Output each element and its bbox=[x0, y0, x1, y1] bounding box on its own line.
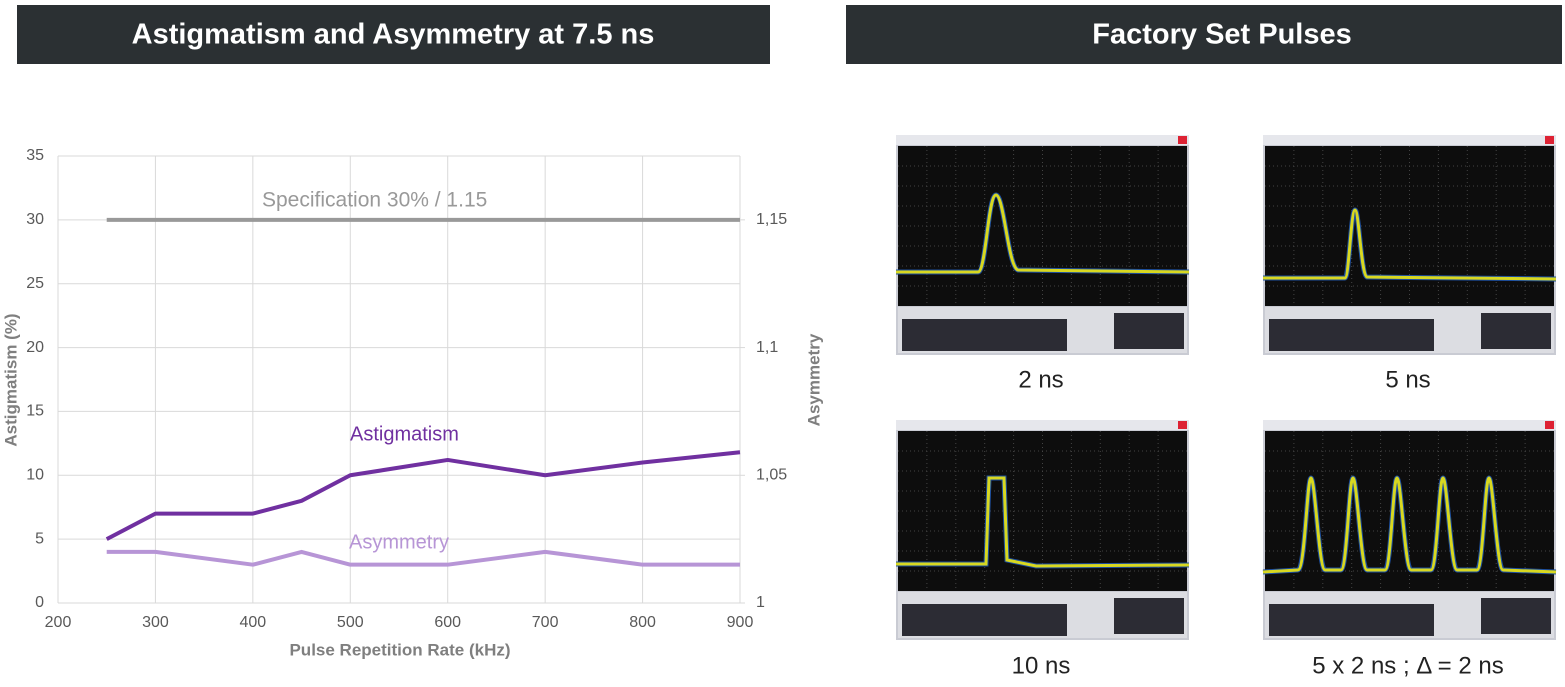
y2-tick-label: 1,1 bbox=[756, 339, 778, 356]
scope-screenshot bbox=[896, 420, 1190, 640]
x-tick-label: 300 bbox=[142, 614, 169, 631]
scope-readout bbox=[1114, 313, 1184, 349]
scope-trace bbox=[1263, 208, 1557, 281]
right-header-bg bbox=[846, 5, 1562, 64]
x-tick-label: 800 bbox=[629, 614, 656, 631]
scope-menu bbox=[1263, 135, 1556, 145]
y-tick-label: 0 bbox=[35, 594, 44, 611]
scope-readout bbox=[1114, 598, 1184, 634]
series-label: Asymmetry bbox=[349, 531, 449, 553]
scope-readout bbox=[1481, 598, 1551, 634]
y2-tick-label: 1,05 bbox=[756, 467, 787, 484]
series-label: Astigmatism bbox=[350, 423, 459, 445]
y-tick-label: 30 bbox=[26, 211, 44, 228]
scope-menu bbox=[1263, 420, 1556, 430]
y-tick-label: 20 bbox=[26, 339, 44, 356]
scope-table bbox=[1269, 319, 1434, 351]
scope-table bbox=[902, 604, 1067, 636]
scope-x bbox=[1545, 421, 1554, 429]
left-header-bg bbox=[17, 5, 770, 64]
scope-screenshot bbox=[896, 135, 1190, 355]
x-tick-label: 600 bbox=[434, 614, 461, 631]
y-axis-label: Astigmatism (%) bbox=[1, 313, 20, 446]
scope-screenshot bbox=[1262, 420, 1557, 640]
x-tick-label: 400 bbox=[240, 614, 267, 631]
series-line bbox=[105, 450, 741, 541]
left-header-title: Astigmatism and Asymmetry at 7.5 ns bbox=[132, 19, 655, 51]
x-tick-label: 700 bbox=[532, 614, 559, 631]
y-tick-label: 15 bbox=[26, 403, 44, 420]
x-tick-label: 200 bbox=[45, 614, 72, 631]
scope-x bbox=[1178, 421, 1187, 429]
scope-x bbox=[1178, 136, 1187, 144]
y-tick-label: 25 bbox=[26, 275, 44, 292]
pulse-caption: 10 ns bbox=[1012, 652, 1071, 679]
scope-menu bbox=[896, 135, 1189, 145]
scope-table bbox=[902, 319, 1067, 351]
series-line bbox=[106, 549, 740, 567]
y2-tick-label: 1,15 bbox=[756, 211, 787, 228]
x-tick-label: 500 bbox=[337, 614, 364, 631]
scope-menu bbox=[896, 420, 1189, 430]
y-tick-label: 10 bbox=[26, 467, 44, 484]
series-label: Specification 30% / 1.15 bbox=[262, 189, 487, 212]
scope-trace bbox=[896, 193, 1190, 274]
scope-trace bbox=[1262, 476, 1557, 574]
pulse-caption: 5 ns bbox=[1385, 366, 1430, 393]
x-tick-label: 900 bbox=[727, 614, 754, 631]
scope-trace bbox=[896, 476, 1190, 568]
pulse-caption: 2 ns bbox=[1018, 366, 1063, 393]
y2-axis-label: Asymmetry bbox=[804, 333, 823, 426]
x-axis-label: Pulse Repetition Rate (kHz) bbox=[289, 640, 510, 659]
y-tick-label: 35 bbox=[26, 147, 44, 164]
scope-screenshot bbox=[1263, 135, 1557, 355]
right-header-title: Factory Set Pulses bbox=[1092, 19, 1352, 51]
scope-readout bbox=[1481, 313, 1551, 349]
scope-table bbox=[1269, 604, 1434, 636]
y2-tick-label: 1 bbox=[756, 594, 765, 611]
y-tick-label: 5 bbox=[35, 530, 44, 547]
scope-x bbox=[1545, 136, 1554, 144]
pulse-caption: 5 x 2 ns ; Δ = 2 ns bbox=[1312, 652, 1503, 679]
